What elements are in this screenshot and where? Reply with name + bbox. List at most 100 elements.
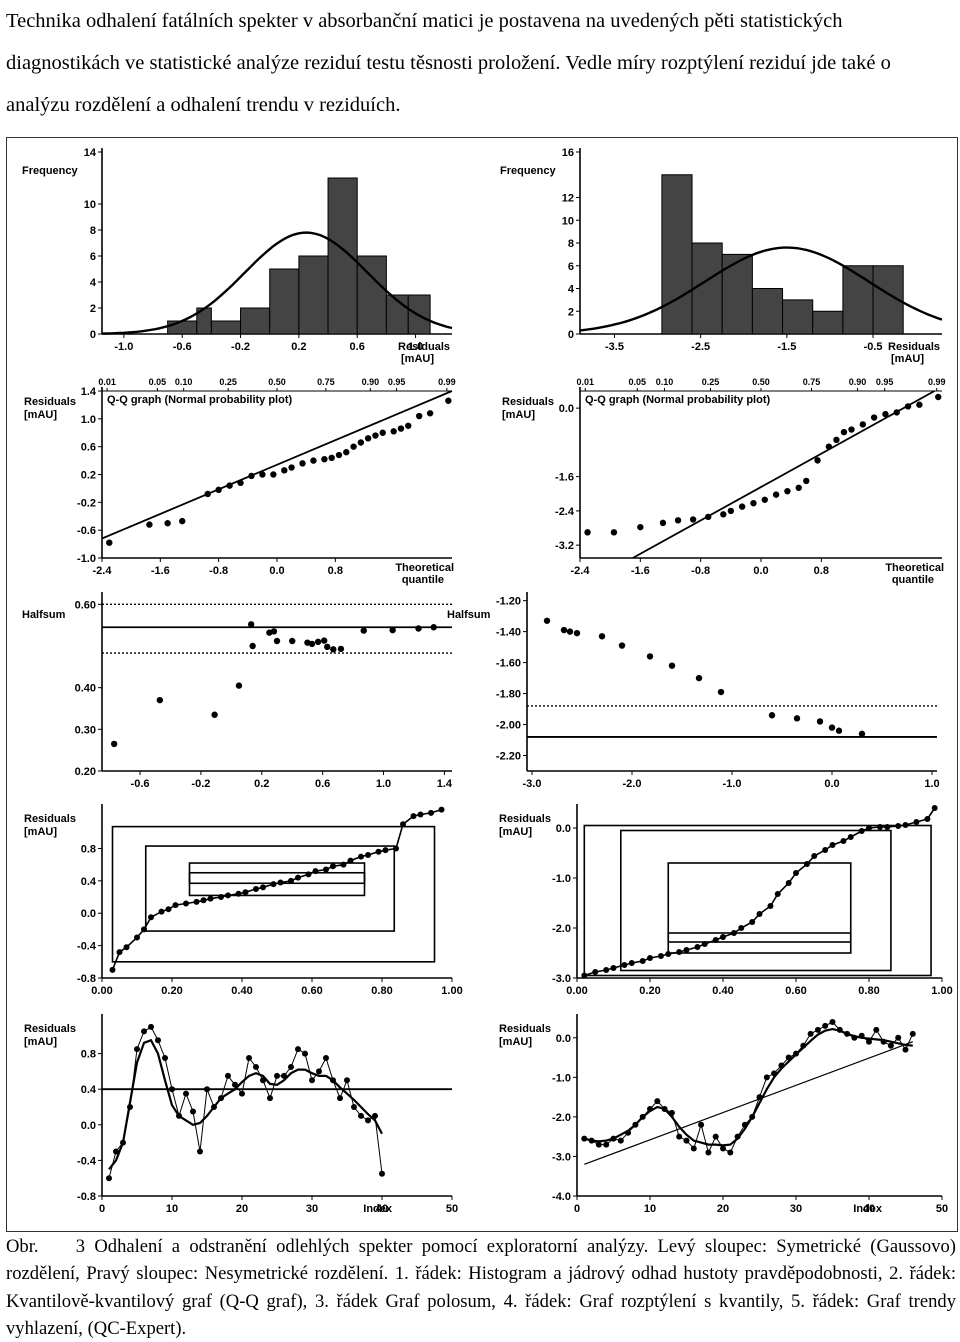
quantile-left-chart: 0.8 0.4 0.0 -0.4 -0.80.00 0.20 0.40 0.60 0.80 1.0… (24, 804, 463, 997)
data-point (183, 1090, 189, 1097)
data-point (351, 1104, 357, 1110)
x-tick-label: 40 (863, 1203, 875, 1215)
x-tick-label: -0.2 (191, 778, 210, 790)
y-tick-label: -1.40 (496, 627, 521, 639)
data-point (281, 1072, 287, 1079)
data-point (639, 958, 646, 964)
y-tick-label: 2 (568, 306, 574, 318)
quantile-box (144, 845, 396, 932)
x-tick-label: 0.0 (753, 565, 768, 577)
top-tick-label: 0.75 (803, 377, 821, 387)
x-tick-label: -0.6 (131, 778, 150, 790)
trend-left-chart: 0.8 0.4 0.0 -0.4 -0.80 10 20 30 40 50 Residuals[mA… (24, 1014, 458, 1215)
smoothed-line (108, 1038, 383, 1170)
data-point (895, 823, 902, 829)
data-point (393, 845, 399, 852)
data-point (337, 645, 345, 653)
y-tick-label: -1.20 (496, 596, 521, 608)
data-point (365, 1117, 371, 1124)
data-point (146, 521, 153, 528)
x-tick-label: -1.0 (723, 778, 742, 790)
top-tick-label: 0.50 (752, 377, 770, 387)
data-point (158, 908, 165, 915)
x-tick-label: 0.0 (824, 778, 839, 790)
data-point (657, 953, 664, 959)
data-point (288, 1063, 294, 1070)
histogram-bar (661, 174, 693, 335)
x-tick-label: -3.0 (523, 778, 542, 790)
data-point (771, 1070, 778, 1077)
y-axis-label: Residuals (502, 396, 554, 408)
data-point (795, 484, 802, 491)
data-point (730, 930, 737, 936)
data-point (895, 1034, 902, 1041)
data-point (835, 727, 843, 734)
histogram-bar (167, 320, 198, 335)
top-tick-label: 0.10 (175, 377, 193, 387)
data-point (683, 947, 690, 953)
x-tick-label: 50 (446, 1203, 458, 1215)
data-point (814, 1026, 821, 1033)
data-point (866, 825, 872, 831)
data-point (267, 1095, 273, 1102)
x-tick-label: 0.40 (231, 985, 252, 997)
data-point (816, 718, 824, 725)
data-point (148, 914, 154, 921)
data-point (330, 646, 337, 653)
x-tick-label: 0.20 (161, 985, 182, 997)
y-tick-label: 8 (568, 238, 574, 250)
data-point (866, 1038, 872, 1045)
data-point (632, 1121, 639, 1128)
data-point (428, 809, 434, 816)
data-point (343, 449, 350, 456)
data-point (595, 1141, 602, 1148)
data-point (358, 1112, 364, 1119)
data-point (270, 881, 277, 888)
y-axis-label-unit: [mAU] (502, 409, 535, 421)
data-point (204, 490, 211, 498)
data-point (417, 811, 424, 818)
data-point (588, 1137, 595, 1144)
y-tick-label: -2.0 (552, 923, 571, 935)
quantile-right-chart: 0.0 -1.0 -2.0 -3.00.00 0.20 0.40 0.60 0.80 1.00 R… (499, 804, 953, 997)
data-point (193, 898, 200, 905)
y-tick-label: -1.0 (77, 553, 96, 565)
data-point (295, 1046, 301, 1053)
x-tick-label: 1.00 (931, 985, 952, 997)
data-point (884, 824, 891, 830)
top-tick-label: 0.05 (149, 377, 167, 387)
histogram-bar (240, 307, 271, 335)
data-point (749, 1113, 756, 1120)
x-tick-label: 0.60 (785, 985, 806, 997)
y-tick-label: 0.8 (81, 1049, 96, 1061)
data-point (323, 1055, 329, 1062)
y-tick-label: 12 (562, 193, 574, 205)
data-point (148, 1023, 154, 1030)
data-point (573, 629, 581, 637)
x-tick-label: 0.20 (639, 985, 660, 997)
data-point (330, 863, 336, 870)
y-axis-label-unit: [mAU] (24, 826, 57, 838)
data-point (426, 410, 434, 417)
y-tick-label: -0.4 (77, 1155, 97, 1167)
data-point (246, 1055, 252, 1062)
y-tick-label: 6 (568, 261, 574, 273)
data-point (833, 436, 840, 444)
data-point (335, 451, 343, 459)
data-point (430, 624, 437, 631)
data-point (639, 1113, 646, 1120)
data-point (873, 1026, 880, 1033)
data-point (260, 884, 266, 891)
x-tick-label: 30 (790, 1203, 802, 1215)
data-point (123, 944, 130, 951)
data-point (661, 1105, 668, 1112)
data-point (880, 1038, 887, 1045)
data-point (299, 460, 306, 467)
qq-left-chart: 1.4 1.0 0.6 0.2 -0.2 -0.6 -1.0-2.4 -1.6 -0.8 0.0 0… (24, 377, 456, 586)
x-axis-label: Index (853, 1203, 883, 1215)
y-tick-label: 0.20 (75, 766, 96, 778)
y-tick-label: -0.4 (77, 941, 97, 953)
y-tick-label: -1.60 (496, 658, 521, 670)
data-point (113, 1148, 119, 1155)
data-point (445, 397, 452, 404)
